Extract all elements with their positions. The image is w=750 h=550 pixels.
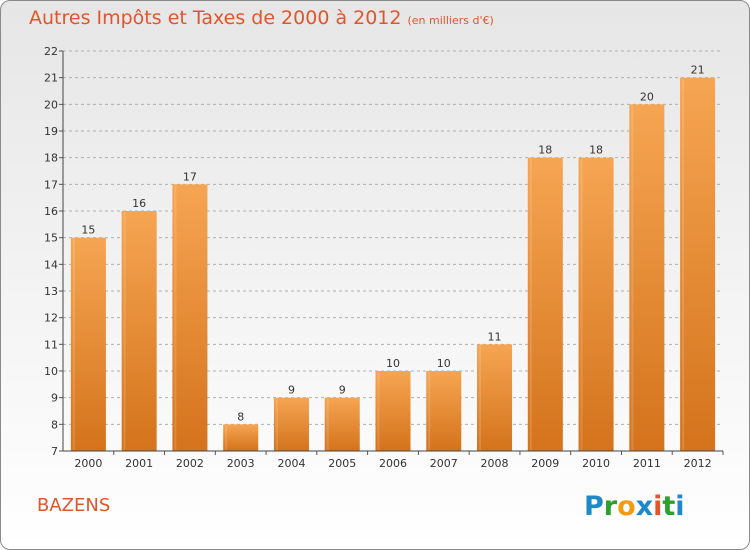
bar-highlight <box>377 372 380 450</box>
chart-subtitle: (en milliers d'€) <box>407 14 494 27</box>
y-tick-label: 15 <box>44 232 58 245</box>
y-tick-label: 16 <box>44 205 58 218</box>
x-tick-label-2007: 2007 <box>430 457 458 470</box>
labels: 7 8 9 10 11 12 13 14 15 16 17 18 19 20 21 22 15 2000 16 200… <box>44 45 712 470</box>
y-tick-label: 10 <box>44 365 58 378</box>
x-tick-label-2001: 2001 <box>125 457 153 470</box>
logo-letter: t <box>662 491 676 522</box>
bar-2005 <box>324 397 360 451</box>
commune-name: BAZENS <box>37 495 111 516</box>
y-tick-label: 20 <box>44 98 58 111</box>
logo-letter: o <box>617 491 636 522</box>
value-label-2002: 17 <box>183 170 197 183</box>
bar-highlight <box>580 158 583 450</box>
axes <box>59 50 724 455</box>
bar-highlight <box>326 398 329 450</box>
y-tick-label: 11 <box>44 338 58 351</box>
value-label-2012: 21 <box>691 64 705 77</box>
bar-2002 <box>172 184 208 452</box>
x-tick-label-2010: 2010 <box>582 457 610 470</box>
bar-2007 <box>426 371 462 451</box>
value-label-2004: 9 <box>288 384 295 397</box>
logo-letter: i <box>653 491 663 522</box>
bar-2004 <box>273 397 309 451</box>
value-label-2005: 9 <box>339 384 346 397</box>
logo-letter: r <box>603 491 618 522</box>
bar-highlight <box>225 425 228 450</box>
logo-letter: i <box>675 491 685 522</box>
value-label-2000: 15 <box>81 224 95 237</box>
bar-2008 <box>477 344 513 451</box>
x-tick-label-2005: 2005 <box>328 457 356 470</box>
bar-highlight <box>428 372 431 450</box>
x-tick-label-2000: 2000 <box>74 457 102 470</box>
y-tick-label: 21 <box>44 72 58 85</box>
bars <box>70 77 716 452</box>
bar-2012 <box>680 77 716 452</box>
x-tick-label-2003: 2003 <box>227 457 255 470</box>
value-label-2001: 16 <box>132 197 146 210</box>
x-tick-label-2011: 2011 <box>633 457 661 470</box>
bar-highlight <box>682 78 685 451</box>
chart-title: Autres Impôts et Taxes de 2000 à 2012 (en… <box>29 7 494 29</box>
bar-2003 <box>223 424 259 451</box>
value-label-2010: 18 <box>589 144 603 157</box>
x-tick-label-2004: 2004 <box>277 457 305 470</box>
bar-2009 <box>527 157 563 451</box>
value-label-2007: 10 <box>437 357 451 370</box>
logo-letter: P <box>584 491 604 522</box>
x-tick-label-2012: 2012 <box>684 457 712 470</box>
y-tick-label: 22 <box>44 45 58 58</box>
bar-highlight <box>275 398 278 450</box>
y-tick-label: 18 <box>44 152 58 165</box>
value-label-2009: 18 <box>538 144 552 157</box>
logo-letter: x <box>635 491 654 522</box>
bar-highlight <box>72 238 75 450</box>
x-tick-label-2006: 2006 <box>379 457 407 470</box>
bar-2011 <box>629 104 665 451</box>
y-tick-label: 8 <box>51 418 58 431</box>
bar-2010 <box>578 157 614 451</box>
chart-title-text: Autres Impôts et Taxes de 2000 à 2012 <box>29 7 402 29</box>
y-tick-label: 17 <box>44 178 58 191</box>
y-tick-label: 14 <box>44 258 58 271</box>
x-tick-label-2009: 2009 <box>531 457 559 470</box>
y-tick-label: 13 <box>44 285 58 298</box>
bar-highlight <box>174 185 177 451</box>
bar-highlight <box>479 345 482 450</box>
y-tick-label: 7 <box>51 445 58 458</box>
value-label-2003: 8 <box>237 410 244 423</box>
y-tick-label: 9 <box>51 392 58 405</box>
value-label-2006: 10 <box>386 357 400 370</box>
value-label-2011: 20 <box>640 90 654 103</box>
x-tick-label-2002: 2002 <box>176 457 204 470</box>
bar-2006 <box>375 371 411 451</box>
bar-2001 <box>121 211 157 451</box>
bar-2000 <box>70 237 106 451</box>
bar-highlight <box>631 105 634 450</box>
proxiti-logo: Proxiti <box>584 491 685 522</box>
value-label-2008: 11 <box>488 330 502 343</box>
bar-highlight <box>529 158 532 450</box>
x-tick-label-2008: 2008 <box>481 457 509 470</box>
bar-highlight <box>123 212 126 450</box>
y-tick-label: 19 <box>44 125 58 138</box>
y-tick-label: 12 <box>44 312 58 325</box>
